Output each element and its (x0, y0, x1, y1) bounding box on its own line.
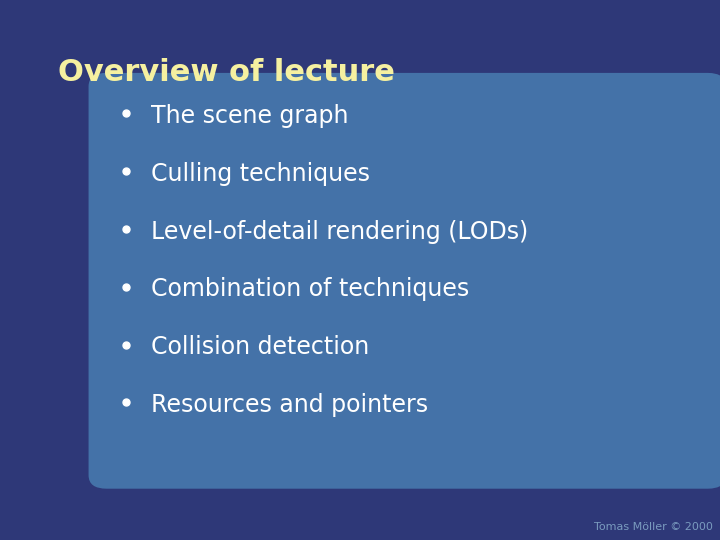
Text: Culling techniques: Culling techniques (151, 162, 370, 186)
Text: Overview of lecture: Overview of lecture (58, 58, 395, 87)
FancyBboxPatch shape (89, 73, 720, 489)
Text: Tomas Möller © 2000: Tomas Möller © 2000 (594, 522, 713, 531)
Text: Collision detection: Collision detection (151, 335, 369, 359)
Text: Level-of-detail rendering (LODs): Level-of-detail rendering (LODs) (151, 220, 528, 244)
Text: The scene graph: The scene graph (151, 104, 348, 128)
Text: Resources and pointers: Resources and pointers (151, 393, 428, 417)
Text: Combination of techniques: Combination of techniques (151, 278, 469, 301)
